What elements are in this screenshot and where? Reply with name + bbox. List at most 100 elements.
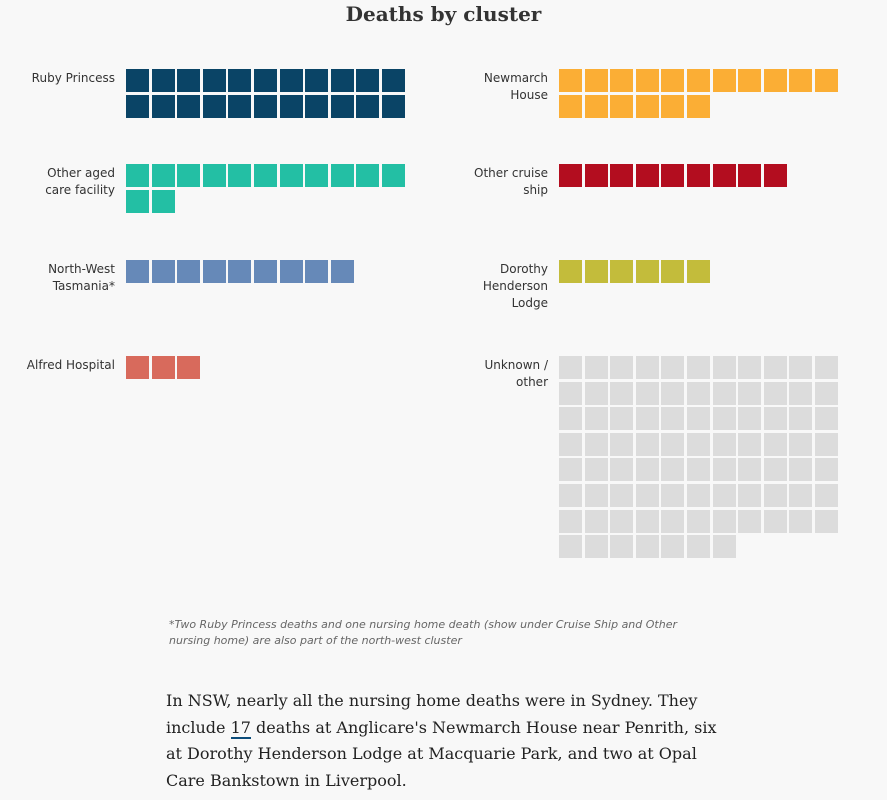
waffle-square — [559, 356, 582, 379]
waffle-square — [381, 164, 405, 187]
waffle-square — [686, 483, 710, 507]
waffle-square — [356, 94, 380, 118]
chart-title: Deaths by cluster — [345, 2, 542, 26]
waffle-grid-alfred-hospital — [126, 356, 405, 379]
waffle-square — [610, 535, 634, 559]
waffle-square — [610, 432, 634, 456]
group-label-other-aged-care-facility: Other aged care facility — [45, 166, 115, 197]
waffle-square — [686, 535, 710, 559]
waffle-square — [126, 69, 149, 92]
waffle-square — [177, 94, 201, 118]
waffle-square — [763, 432, 787, 456]
waffle-square — [738, 458, 762, 482]
waffle-square — [712, 458, 736, 482]
waffle-square — [381, 69, 405, 92]
waffle-square — [661, 381, 685, 405]
waffle-square — [202, 69, 226, 92]
waffle-square — [305, 94, 329, 118]
waffle-square — [661, 407, 685, 431]
waffle-square — [712, 432, 736, 456]
waffle-square — [279, 69, 303, 92]
waffle-square — [712, 483, 736, 507]
waffle-square — [814, 381, 838, 405]
waffle-square — [686, 458, 710, 482]
waffle-square — [814, 483, 838, 507]
group-label-ruby-princess: Ruby Princess — [31, 71, 115, 85]
waffle-square — [712, 509, 736, 533]
waffle-square — [661, 483, 685, 507]
waffle-square — [712, 407, 736, 431]
waffle-square — [686, 356, 710, 379]
waffle-square — [814, 432, 838, 456]
waffle-square — [814, 356, 838, 379]
waffle-square — [177, 260, 201, 283]
group-label-unknown-other: Unknown / other — [484, 358, 548, 389]
waffle-square — [661, 260, 685, 283]
waffle-square — [559, 69, 582, 92]
waffle-square — [584, 381, 608, 405]
waffle-square — [253, 260, 277, 283]
waffle-square — [661, 432, 685, 456]
waffle-square — [712, 356, 736, 379]
body-paragraph: In NSW, nearly all the nursing home deat… — [166, 688, 726, 794]
waffle-square — [151, 94, 175, 118]
waffle-square — [738, 356, 762, 379]
waffle-square — [789, 356, 813, 379]
waffle-square — [738, 407, 762, 431]
waffle-square — [814, 407, 838, 431]
waffle-square — [151, 164, 175, 187]
waffle-square — [686, 432, 710, 456]
waffle-square — [789, 509, 813, 533]
waffle-square — [559, 535, 582, 559]
waffle-square — [610, 356, 634, 379]
waffle-square — [584, 356, 608, 379]
waffle-square — [738, 69, 762, 92]
waffle-square — [635, 356, 659, 379]
waffle-square — [635, 407, 659, 431]
waffle-square — [584, 69, 608, 92]
deaths-count-link[interactable]: 17 — [230, 717, 251, 739]
waffle-square — [228, 260, 252, 283]
group-label-dorothy-henderson-lodge: Dorothy Henderson Lodge — [482, 262, 548, 310]
waffle-square — [763, 69, 787, 92]
waffle-square — [305, 164, 329, 187]
waffle-square — [584, 260, 608, 283]
waffle-square — [635, 535, 659, 559]
waffle-square — [584, 458, 608, 482]
waffle-square — [305, 260, 329, 283]
waffle-square — [738, 509, 762, 533]
waffle-square — [610, 509, 634, 533]
footnote: *Two Ruby Princess deaths and one nursin… — [169, 618, 677, 647]
waffle-square — [356, 164, 380, 187]
waffle-square — [686, 69, 710, 92]
waffle-square — [789, 483, 813, 507]
waffle-square — [686, 94, 710, 118]
waffle-square — [610, 164, 634, 187]
waffle-square — [738, 483, 762, 507]
waffle-square — [330, 260, 354, 283]
waffle-square — [814, 509, 838, 533]
waffle-square — [253, 164, 277, 187]
waffle-square — [584, 535, 608, 559]
waffle-square — [610, 458, 634, 482]
waffle-square — [610, 483, 634, 507]
waffle-square — [559, 381, 582, 405]
waffle-square — [253, 94, 277, 118]
waffle-square — [635, 69, 659, 92]
waffle-square — [610, 94, 634, 118]
group-label-other-cruise-ship: Other cruise ship — [474, 166, 548, 197]
waffle-square — [814, 458, 838, 482]
waffle-square — [635, 381, 659, 405]
group-label-alfred-hospital: Alfred Hospital — [26, 358, 115, 372]
waffle-square — [763, 381, 787, 405]
waffle-square — [763, 164, 787, 187]
waffle-square — [151, 69, 175, 92]
waffle-square — [253, 69, 277, 92]
waffle-grid-other-aged-care-facility — [126, 164, 405, 213]
waffle-square — [610, 407, 634, 431]
waffle-square — [559, 164, 582, 187]
waffle-square — [610, 381, 634, 405]
waffle-square — [228, 94, 252, 118]
waffle-grid-ruby-princess — [126, 69, 405, 118]
waffle-grid-north-west-tasmania — [126, 260, 405, 283]
